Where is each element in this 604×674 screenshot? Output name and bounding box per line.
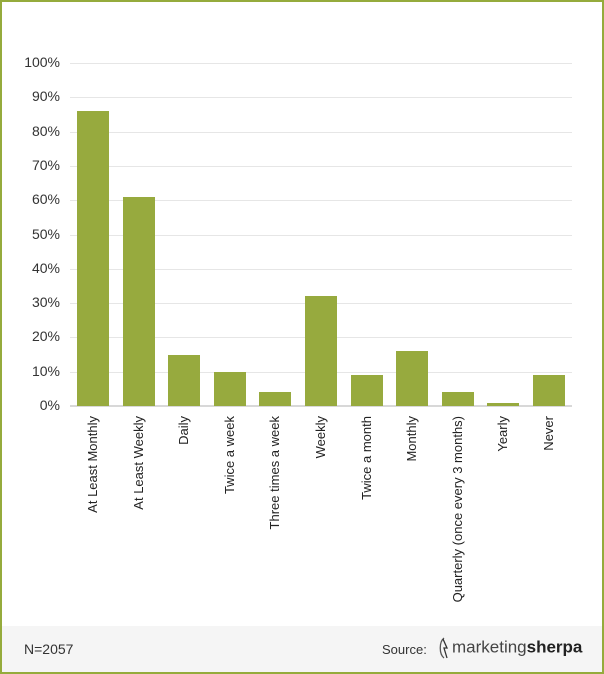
- gridline: [70, 131, 572, 133]
- bar: [533, 375, 565, 406]
- bar: [441, 392, 474, 406]
- x-tick-label: Monthly: [404, 416, 420, 462]
- y-tick-label: 20%: [31, 328, 60, 345]
- gridline: [70, 234, 572, 236]
- gridline: [70, 268, 572, 270]
- bar: [122, 196, 155, 406]
- y-tick-label: 0%: [39, 397, 60, 413]
- y-tick-label: 50%: [31, 225, 60, 242]
- sherpa-logo-icon: [439, 637, 449, 659]
- x-tick-label: Twice a week: [221, 416, 237, 495]
- footer: N=2057 Source: marketingsherpa: [2, 626, 602, 672]
- source-label: Source:: [382, 642, 427, 657]
- bar: [396, 351, 429, 406]
- x-tick-label: Three times a week: [267, 416, 283, 530]
- x-axis-line: [70, 405, 572, 407]
- x-tick-label: Daily: [176, 416, 192, 445]
- y-tick-label: 80%: [31, 122, 60, 139]
- bar: [259, 392, 292, 406]
- bar: [305, 296, 337, 406]
- x-tick-label: At Least Weekly: [130, 416, 146, 510]
- gridline: [70, 97, 572, 99]
- bar: [168, 354, 201, 406]
- x-tick-label: Yearly: [495, 416, 511, 452]
- y-tick-label: 70%: [31, 156, 60, 173]
- bar: [350, 375, 383, 406]
- x-tick-label: At Least Monthly: [85, 416, 100, 513]
- gridline: [70, 165, 572, 167]
- gridline: [70, 200, 572, 202]
- y-tick-label: 60%: [31, 191, 60, 208]
- gridline: [70, 63, 572, 64]
- bar: [213, 371, 246, 406]
- bar: [77, 111, 109, 406]
- plot-area: 0% 10% 20% 30% 40% 50% 60% 70% 80% 90% 100% At Leas…: [2, 2, 602, 626]
- x-tick-label: Never: [541, 416, 556, 451]
- x-tick-label: Twice a month: [358, 416, 374, 500]
- y-tick-label: 90%: [31, 88, 60, 105]
- sample-size: N=2057: [24, 641, 74, 657]
- marketingsherpa-logo: marketingsherpa: [438, 636, 582, 660]
- y-tick-label: 40%: [31, 259, 60, 276]
- bar: [487, 402, 520, 406]
- x-tick-label: Quarterly (once every 3 months): [449, 416, 465, 603]
- y-tick-label: 100%: [24, 54, 60, 70]
- y-tick-label: 30%: [31, 294, 60, 311]
- y-tick-label: 10%: [31, 362, 60, 379]
- x-tick-label: Weekly: [313, 416, 328, 459]
